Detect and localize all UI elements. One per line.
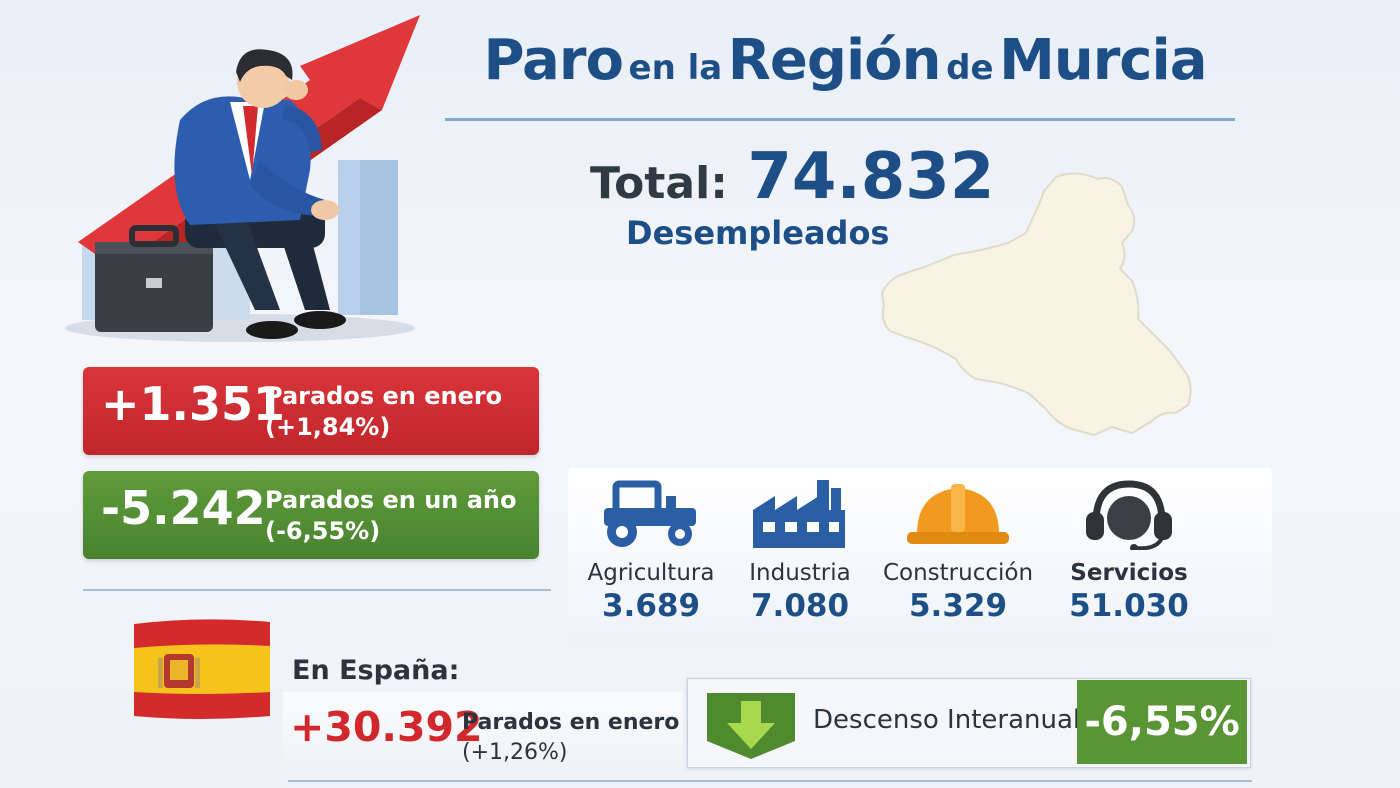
down-arrow-icon bbox=[707, 693, 795, 759]
section-divider bbox=[83, 589, 551, 591]
spain-change-desc: Parados en enero (+1,26%) bbox=[462, 708, 679, 768]
total-unit: Desempleados bbox=[626, 214, 890, 252]
sector-value: 7.080 bbox=[750, 588, 850, 624]
bottom-divider bbox=[288, 780, 1252, 782]
sector-construccion: Construcción 5.329 bbox=[873, 478, 1043, 624]
monthly-change-desc: Parados en enero (+1,84%) bbox=[265, 381, 502, 443]
spain-flag-icon bbox=[134, 619, 270, 719]
monthly-change-pct: (+1,84%) bbox=[265, 413, 391, 441]
page-title: Paro en la Región de Murcia bbox=[440, 28, 1250, 93]
sector-name: Construcción bbox=[882, 560, 1034, 586]
headset-icon bbox=[1086, 480, 1172, 550]
title-word: Región bbox=[727, 28, 942, 93]
title-word: Paro bbox=[483, 28, 624, 93]
monthly-change-box: +1.351 Parados en enero (+1,84%) bbox=[83, 367, 539, 455]
sector-industria: Industria 7.080 bbox=[715, 478, 885, 624]
spain-change-label: Parados en enero bbox=[462, 710, 680, 735]
interanual-label: Descenso Interanual bbox=[813, 705, 1081, 735]
sector-name: Industria bbox=[749, 560, 851, 586]
yearly-change-pct: (-6,55%) bbox=[265, 517, 381, 545]
region-map-icon bbox=[880, 172, 1192, 437]
spain-change-pct: (+1,26%) bbox=[462, 740, 568, 765]
factory-icon bbox=[753, 480, 845, 548]
spain-flag bbox=[132, 616, 272, 722]
hard-hat-icon bbox=[907, 484, 1009, 544]
sector-value: 3.689 bbox=[601, 588, 701, 624]
spain-label: En España: bbox=[292, 655, 460, 686]
spain-change-value: +30.392 bbox=[290, 703, 483, 751]
monthly-change-value: +1.351 bbox=[101, 377, 286, 431]
title-word: en la bbox=[628, 48, 723, 88]
total-unemployed: Total: 74.832 bbox=[590, 140, 994, 214]
total-value: 74.832 bbox=[747, 140, 995, 214]
title-word: Murcia bbox=[999, 28, 1207, 93]
sector-name: Servicios bbox=[1070, 560, 1188, 586]
illustration bbox=[60, 10, 430, 350]
sector-value: 51.030 bbox=[1069, 588, 1189, 624]
yearly-change-desc: Parados en un año (-6,55%) bbox=[265, 485, 517, 547]
monthly-change-label: Parados en enero bbox=[265, 382, 503, 410]
tractor-icon bbox=[604, 480, 696, 547]
yearly-change-value: -5.242 bbox=[101, 481, 266, 535]
down-arrow-badge bbox=[703, 689, 799, 761]
title-divider bbox=[445, 118, 1235, 121]
yearly-change-box: -5.242 Parados en un año (-6,55%) bbox=[83, 471, 539, 559]
murcia-map bbox=[876, 165, 1196, 445]
sector-servicios: Servicios 51.030 bbox=[1044, 478, 1214, 624]
title-word: de bbox=[946, 48, 994, 88]
sector-agricultura: Agricultura 3.689 bbox=[566, 478, 736, 624]
sector-name: Agricultura bbox=[587, 560, 715, 586]
total-label: Total: bbox=[590, 158, 728, 209]
sector-value: 5.329 bbox=[908, 588, 1008, 624]
spain-panel bbox=[283, 692, 683, 780]
businessman-illustration bbox=[65, 15, 420, 342]
interanual-value: -6,55% bbox=[1077, 680, 1247, 764]
yearly-change-label: Parados en un año bbox=[265, 486, 517, 514]
